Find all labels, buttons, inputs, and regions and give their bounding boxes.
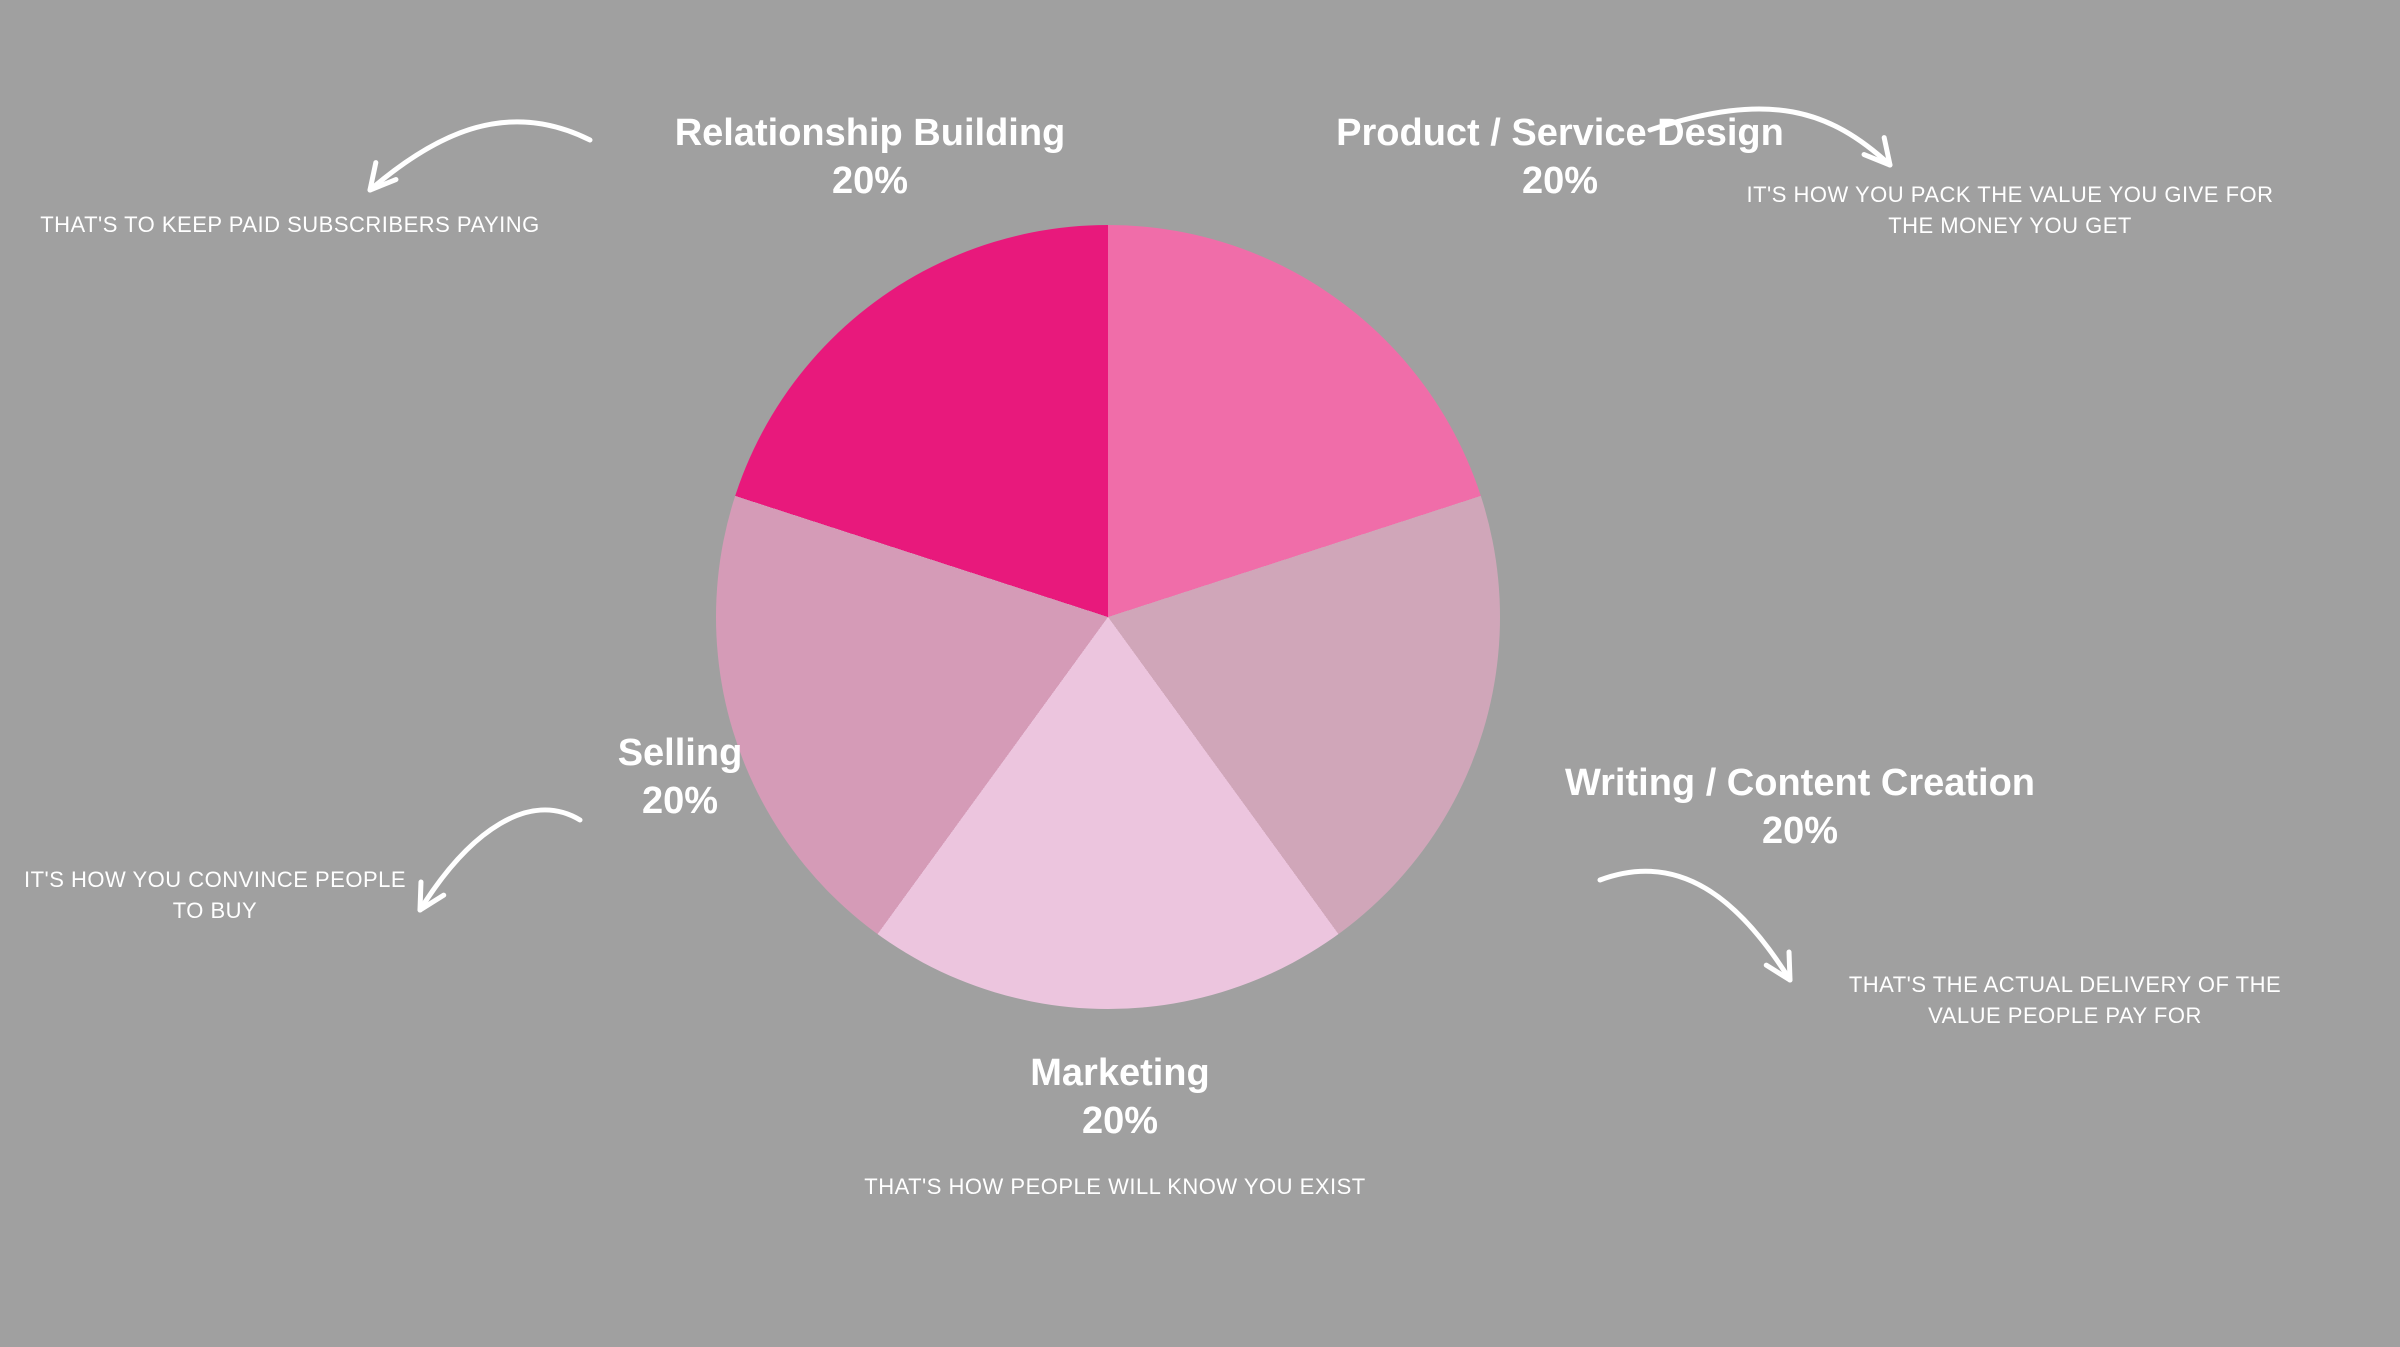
chart-canvas: Product / Service Design 20% Writing / C… — [0, 0, 2400, 1347]
arrow-selling — [0, 0, 2400, 1347]
